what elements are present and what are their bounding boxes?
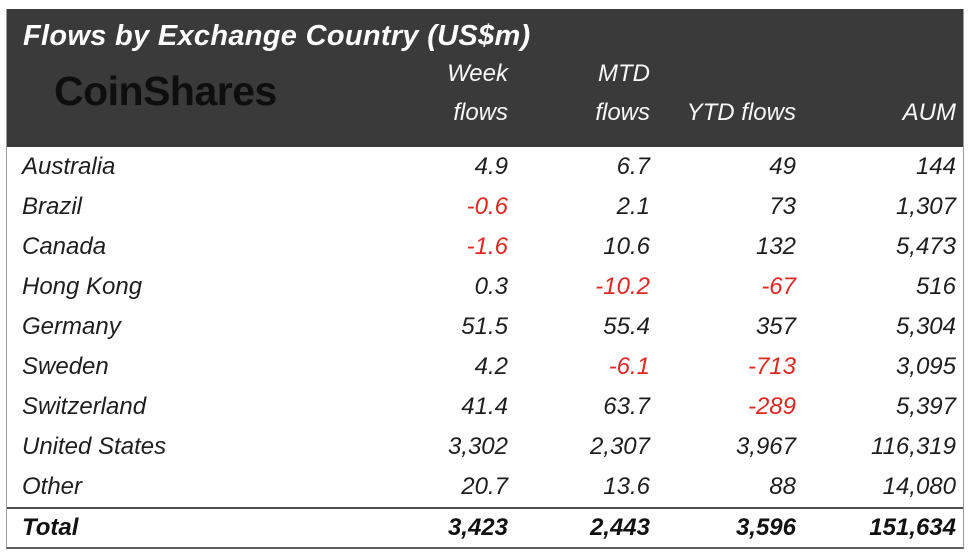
table-row: Sweden 4.2 -6.1 -713 3,095 bbox=[7, 347, 963, 387]
total-ytd-flows-cell: 3,596 bbox=[735, 514, 796, 541]
country-cell: Germany bbox=[22, 313, 121, 340]
table-row: United States 3,302 2,307 3,967 116,319 bbox=[7, 427, 963, 467]
total-label: Total bbox=[22, 514, 79, 541]
col-header-line: Week bbox=[447, 60, 508, 87]
table-row: Switzerland 41.4 63.7 -289 5,397 bbox=[7, 387, 963, 427]
total-mtd-flows-cell: 2,443 bbox=[589, 514, 650, 541]
ytd-flows-cell: -713 bbox=[747, 353, 796, 380]
ytd-flows-cell: 49 bbox=[769, 153, 796, 180]
col-header-aum: AUM bbox=[802, 54, 962, 132]
total-row: Total 3,423 2,443 3,596 151,634 bbox=[7, 507, 963, 547]
aum-cell: 5,473 bbox=[895, 233, 956, 260]
aum-cell: 144 bbox=[915, 153, 956, 180]
week-flows-cell: 4.9 bbox=[474, 153, 508, 180]
ytd-flows-cell: 88 bbox=[769, 473, 796, 500]
country-cell: Australia bbox=[22, 153, 116, 180]
ytd-flows-cell: 357 bbox=[755, 313, 796, 340]
table-row: Canada -1.6 10.6 132 5,473 bbox=[7, 227, 963, 267]
week-flows-cell: -1.6 bbox=[466, 233, 508, 260]
mtd-flows-cell: 6.7 bbox=[616, 153, 650, 180]
table-row: Australia 4.9 6.7 49 144 bbox=[7, 147, 963, 187]
country-cell: Switzerland bbox=[22, 393, 147, 420]
country-cell: Brazil bbox=[22, 193, 83, 220]
table-row: Hong Kong 0.3 -10.2 -67 516 bbox=[7, 267, 963, 307]
table-row: Germany 51.5 55.4 357 5,304 bbox=[7, 307, 963, 347]
ytd-flows-cell: -67 bbox=[761, 273, 796, 300]
mtd-flows-cell: -6.1 bbox=[608, 353, 650, 380]
col-header-line: flows bbox=[595, 99, 650, 126]
aum-cell: 116,319 bbox=[871, 433, 956, 460]
col-header-week-flows: Week flows bbox=[337, 54, 514, 132]
table-title: Flows by Exchange Country (US$m) bbox=[23, 20, 531, 52]
col-header-line: AUM bbox=[902, 99, 956, 126]
week-flows-cell: 3,302 bbox=[447, 433, 508, 460]
country-cell: United States bbox=[22, 433, 167, 460]
col-header-line bbox=[802, 54, 956, 93]
country-cell: Canada bbox=[22, 233, 107, 260]
aum-cell: 516 bbox=[915, 273, 956, 300]
country-cell: Sweden bbox=[22, 353, 109, 380]
week-flows-cell: 4.2 bbox=[474, 353, 508, 380]
mtd-flows-cell: 2,307 bbox=[589, 433, 650, 460]
mtd-flows-cell: 63.7 bbox=[603, 393, 650, 420]
table-body: Australia 4.9 6.7 49 144 Brazil -0.6 2.1… bbox=[7, 147, 963, 507]
total-aum-cell: 151,634 bbox=[869, 514, 956, 541]
aum-cell: 5,304 bbox=[895, 313, 956, 340]
col-header-line: flows bbox=[453, 99, 508, 126]
col-header-ytd-flows: YTD flows bbox=[656, 54, 802, 132]
col-header-line bbox=[656, 54, 796, 93]
week-flows-cell: 20.7 bbox=[461, 473, 508, 500]
mtd-flows-cell: 55.4 bbox=[603, 313, 650, 340]
mtd-flows-cell: 10.6 bbox=[603, 233, 650, 260]
flows-table-card: Flows by Exchange Country (US$m) CoinSha… bbox=[6, 9, 964, 549]
col-header-mtd-flows: MTD flows bbox=[514, 54, 656, 132]
aum-cell: 1,307 bbox=[895, 193, 956, 220]
week-flows-cell: 51.5 bbox=[461, 313, 508, 340]
col-header-line: MTD bbox=[598, 60, 650, 87]
week-flows-cell: -0.6 bbox=[466, 193, 508, 220]
week-flows-cell: 0.3 bbox=[474, 273, 508, 300]
week-flows-cell: 41.4 bbox=[461, 393, 508, 420]
aum-cell: 14,080 bbox=[882, 473, 956, 500]
mtd-flows-cell: 2.1 bbox=[616, 193, 650, 220]
table-header-band: Flows by Exchange Country (US$m) CoinSha… bbox=[7, 9, 963, 147]
table-row: Other 20.7 13.6 88 14,080 bbox=[7, 467, 963, 507]
ytd-flows-cell: 132 bbox=[755, 233, 796, 260]
aum-cell: 5,397 bbox=[895, 393, 956, 420]
country-cell: Hong Kong bbox=[22, 273, 143, 300]
ytd-flows-cell: 73 bbox=[769, 193, 796, 220]
coinshares-logo: CoinShares bbox=[54, 68, 277, 114]
total-week-flows-cell: 3,423 bbox=[447, 514, 508, 541]
aum-cell: 3,095 bbox=[895, 353, 956, 380]
table-row: Brazil -0.6 2.1 73 1,307 bbox=[7, 187, 963, 227]
mtd-flows-cell: -10.2 bbox=[595, 273, 650, 300]
column-header-row: CoinShares Week flows MTD flows YTD flow… bbox=[7, 51, 963, 139]
mtd-flows-cell: 13.6 bbox=[603, 473, 650, 500]
ytd-flows-cell: 3,967 bbox=[735, 433, 796, 460]
country-cell: Other bbox=[22, 473, 83, 500]
col-header-line: YTD flows bbox=[686, 99, 796, 126]
ytd-flows-cell: -289 bbox=[747, 393, 796, 420]
